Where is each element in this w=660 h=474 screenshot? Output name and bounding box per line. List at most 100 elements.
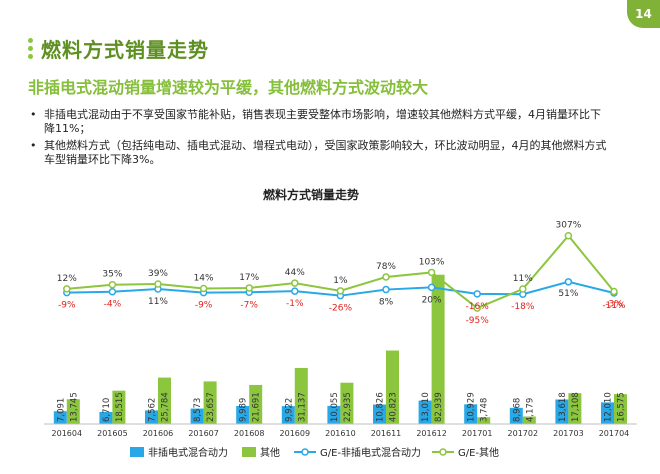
data-label: 307% xyxy=(556,221,582,231)
data-label: -1% xyxy=(286,299,304,309)
ge-other-point xyxy=(154,280,162,288)
ge-other-point xyxy=(245,284,253,292)
data-label: 35% xyxy=(102,270,122,280)
x-tick-label: 201612 xyxy=(416,429,447,438)
bar-value-label: 18,515 xyxy=(115,392,125,422)
bar-value-label: 3,748 xyxy=(480,398,490,422)
bar-other xyxy=(158,377,171,424)
bullet-item: • 其他燃料方式（包括纯电动、插电式混动、增程式电动），受国家政策影响较大，环比… xyxy=(30,139,610,167)
data-label: 1% xyxy=(333,276,348,286)
ge-nonplugin-hybrid-point xyxy=(564,278,573,286)
data-label: 11% xyxy=(513,274,533,284)
data-label: 20% xyxy=(422,295,442,305)
legend-item: G/E-非插电式混合动力 xyxy=(294,446,421,459)
x-tick-label: 201704 xyxy=(599,429,630,438)
bar-value-label: 13,745 xyxy=(69,392,79,422)
data-label: -9% xyxy=(58,301,76,311)
x-tick-label: 201604 xyxy=(52,429,83,438)
legend-label: G/E-其他 xyxy=(458,446,499,459)
ge-nonplugin-hybrid-point xyxy=(382,285,390,294)
page-number-badge: 14 xyxy=(627,0,660,28)
x-tick-label: 201607 xyxy=(188,429,219,438)
bar-value-label: 40,823 xyxy=(389,392,399,422)
chart-title: 燃料方式销量走势 xyxy=(263,187,359,202)
ge-other-point xyxy=(610,287,618,296)
bullet-dot-icon: • xyxy=(30,139,37,152)
bar-value-label: 12,010 xyxy=(604,392,614,422)
legend-label: 非插电式混合动力 xyxy=(148,446,228,459)
bar-value-label: 9,922 xyxy=(284,398,294,422)
bar-value-label: 7,091 xyxy=(56,398,66,422)
legend-swatch xyxy=(130,447,144,457)
bullet-list: • 非插电式混动由于不享受国家节能补贴，销售表现主要受整体市场影响，增速较其他燃… xyxy=(30,108,610,170)
bullet-item: • 非插电式混动由于不享受国家节能补贴，销售表现主要受整体市场影响，增速较其他燃… xyxy=(30,108,610,136)
bar-value-label: 8,573 xyxy=(193,398,203,422)
bar-nonplugin-hybrid xyxy=(601,402,614,424)
x-tick-label: 201702 xyxy=(508,429,539,438)
x-tick-label: 201609 xyxy=(280,429,311,438)
bullet-text: 其他燃料方式（包括纯电动、插电式混动、增程式电动），受国家政策影响较大，环比波动… xyxy=(44,139,607,166)
ge-other-point xyxy=(336,287,345,295)
ge-other-point xyxy=(108,280,117,289)
bar-value-label: 10,055 xyxy=(330,392,340,422)
data-label: 103% xyxy=(419,257,445,267)
bar-nonplugin-hybrid xyxy=(53,411,67,424)
page-title-row: 燃料方式销量走势 xyxy=(28,34,209,63)
legend-item: 其他 xyxy=(242,446,280,459)
legend-swatch xyxy=(242,447,256,457)
bullet-text: 非插电式混动由于不享受国家节能补贴，销售表现主要受整体市场影响，增速较其他燃料方… xyxy=(44,108,601,135)
bar-other xyxy=(386,350,399,424)
bar-other xyxy=(340,382,354,424)
bar-value-label: 10,826 xyxy=(376,392,386,422)
bar-nonplugin-hybrid xyxy=(509,407,523,424)
bar-nonplugin-hybrid xyxy=(464,404,478,424)
data-label: -7% xyxy=(240,300,258,310)
data-label: -11% xyxy=(602,301,626,311)
ge-nonplugin-hybrid-point xyxy=(108,287,117,296)
bar-other xyxy=(477,417,491,424)
bar-other xyxy=(431,274,445,424)
ge-other-point xyxy=(382,273,390,281)
x-tick-label: 201611 xyxy=(371,429,402,438)
bar-value-label: 82,939 xyxy=(434,392,444,422)
bar-other xyxy=(203,381,217,424)
ge-nonplugin-hybrid-point xyxy=(427,283,436,292)
bar-value-label: 31,137 xyxy=(297,392,307,422)
bar-value-label: 4,179 xyxy=(525,398,535,422)
bar-value-label: 10,929 xyxy=(467,392,477,422)
x-tick-label: 201605 xyxy=(97,429,128,438)
bar-value-label: 8,968 xyxy=(512,398,522,422)
bar-other xyxy=(568,393,582,424)
ge-other-point xyxy=(519,285,527,293)
bar-nonplugin-hybrid xyxy=(99,411,113,424)
data-label: -9% xyxy=(195,301,213,311)
ge-nonplugin-hybrid-point xyxy=(473,290,481,298)
data-label: -3% xyxy=(605,300,623,310)
ge-other-point xyxy=(199,284,208,293)
data-label: 11% xyxy=(148,297,168,307)
data-label: -26% xyxy=(329,304,353,314)
ge-other-point xyxy=(63,285,71,293)
x-tick-label: 201703 xyxy=(553,429,584,438)
bar-nonplugin-hybrid xyxy=(373,404,386,424)
bar-nonplugin-hybrid xyxy=(281,406,295,424)
bar-value-label: 13,618 xyxy=(558,392,568,422)
bar-value-label: 7,562 xyxy=(148,398,158,422)
bar-value-label: 25,784 xyxy=(161,392,171,422)
bar-value-label: 6,710 xyxy=(102,398,112,422)
bar-other xyxy=(294,367,308,424)
data-label: 8% xyxy=(379,298,394,308)
legend-label: G/E-非插电式混合动力 xyxy=(320,446,421,459)
x-tick-label: 201701 xyxy=(462,429,493,438)
x-tick-label: 201606 xyxy=(143,429,174,438)
bar-value-label: 17,108 xyxy=(571,392,581,422)
page-subtitle: 非插电式混动销量增速较为平缓，其他燃料方式波动较大 xyxy=(28,78,429,97)
data-label: -18% xyxy=(511,302,535,312)
page-title: 燃料方式销量走势 xyxy=(41,38,209,62)
legend-label: 其他 xyxy=(260,446,280,459)
bar-nonplugin-hybrid xyxy=(555,399,569,424)
title-dots-icon xyxy=(28,38,33,59)
bar-value-label: 21,691 xyxy=(252,392,262,422)
data-label: 17% xyxy=(239,273,259,283)
